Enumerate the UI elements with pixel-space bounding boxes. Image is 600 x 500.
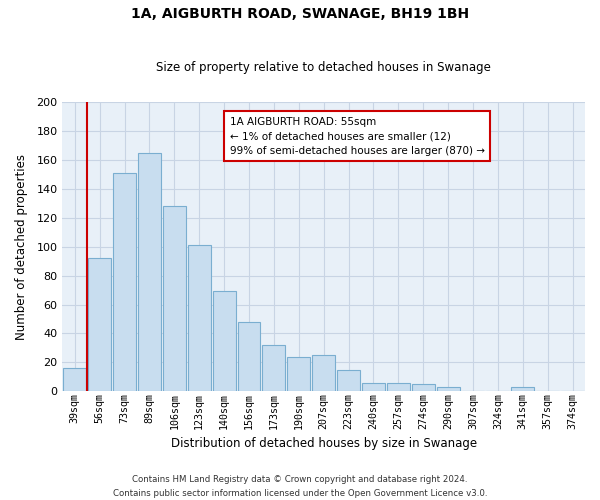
Bar: [64, 368, 86, 392]
Text: 1A AIGBURTH ROAD: 55sqm
← 1% of detached houses are smaller (12)
99% of semi-det: 1A AIGBURTH ROAD: 55sqm ← 1% of detached…: [230, 116, 485, 156]
Title: Size of property relative to detached houses in Swanage: Size of property relative to detached ho…: [156, 62, 491, 74]
Y-axis label: Number of detached properties: Number of detached properties: [15, 154, 28, 340]
X-axis label: Distribution of detached houses by size in Swanage: Distribution of detached houses by size …: [170, 437, 477, 450]
Bar: [138, 152, 161, 392]
Bar: [387, 382, 410, 392]
Bar: [337, 370, 360, 392]
Bar: [163, 206, 186, 392]
Bar: [212, 292, 236, 392]
Bar: [88, 258, 111, 392]
Bar: [238, 322, 260, 392]
Bar: [188, 245, 211, 392]
Bar: [511, 387, 534, 392]
Bar: [437, 387, 460, 392]
Bar: [287, 356, 310, 392]
Bar: [113, 173, 136, 392]
Text: 1A, AIGBURTH ROAD, SWANAGE, BH19 1BH: 1A, AIGBURTH ROAD, SWANAGE, BH19 1BH: [131, 8, 469, 22]
Bar: [362, 382, 385, 392]
Bar: [312, 355, 335, 392]
Text: Contains HM Land Registry data © Crown copyright and database right 2024.
Contai: Contains HM Land Registry data © Crown c…: [113, 476, 487, 498]
Bar: [412, 384, 434, 392]
Bar: [262, 345, 286, 392]
